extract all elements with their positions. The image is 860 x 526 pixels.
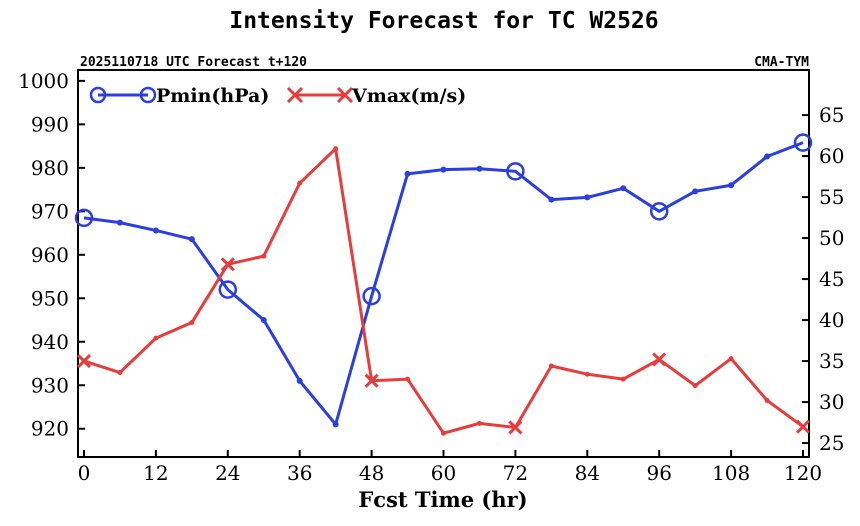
plot-frame: [77, 69, 810, 458]
x-tick-label: 0: [78, 461, 91, 485]
pmin-point-marker: [506, 162, 525, 181]
x-tick-label: 24: [215, 461, 240, 485]
right-y-tick-label: 40: [819, 308, 844, 332]
pmin-point: [692, 188, 699, 195]
vmax-point: [620, 376, 626, 382]
pmin-point: [440, 166, 447, 173]
legend: Pmin(hPa) Vmax(m/s): [89, 85, 466, 107]
left-y-tick-label: 980: [31, 156, 69, 180]
left-y-axis: 920 930 940 950 960 970 980 990 1000: [18, 69, 85, 441]
right-y-tick-label: 50: [819, 226, 844, 250]
vmax-point-marker: [508, 420, 523, 435]
pmin-point: [584, 194, 591, 201]
right-y-axis: 25 30 35 40 45 50 55 60 65: [802, 103, 844, 455]
left-y-tick-label: 960: [31, 243, 69, 267]
left-y-tick-label: 970: [31, 199, 69, 223]
legend-pmin-marker: [89, 86, 107, 104]
x-tick-label: 108: [712, 461, 750, 485]
vmax-point: [405, 376, 411, 382]
legend-vmax-marker: [336, 86, 354, 104]
pmin-point: [728, 182, 735, 189]
pmin-point-marker: [793, 133, 813, 152]
x-tick-label: 72: [503, 461, 528, 485]
pmin-point: [764, 153, 771, 160]
pmin-point-marker: [218, 280, 238, 299]
left-y-tick-label: 950: [31, 286, 69, 310]
pmin-point: [476, 165, 483, 172]
legend-item-vmax: Vmax(m/s): [286, 85, 466, 107]
legend-vmax-label: Vmax(m/s): [351, 85, 466, 107]
x-tick-label: 60: [431, 461, 456, 485]
vmax-point: [153, 335, 159, 341]
pmin-point: [620, 185, 627, 192]
right-y-tick-label: 25: [819, 431, 844, 455]
pmin-point: [260, 317, 267, 324]
left-y-tick-label: 930: [31, 373, 69, 397]
pmin-point: [332, 421, 339, 428]
vmax-point: [333, 146, 339, 152]
x-axis-label: Fcst Time (hr): [358, 487, 527, 512]
x-tick-label: 12: [143, 461, 168, 485]
vmax-point: [764, 397, 770, 403]
vmax-point: [117, 370, 123, 376]
model-name-label: CMA-TYM: [754, 55, 809, 70]
vmax-point: [728, 356, 734, 362]
vmax-point-marker: [795, 419, 811, 434]
left-y-tick-label: 940: [31, 330, 69, 354]
right-y-tick-label: 65: [819, 103, 844, 127]
left-y-tick-label: 920: [31, 417, 69, 441]
series-lines: [74, 133, 813, 436]
right-y-tick-label: 55: [819, 185, 844, 209]
vmax-point: [189, 320, 195, 326]
pmin-point-marker: [649, 202, 669, 221]
vmax-point: [476, 420, 482, 426]
legend-vmax-marker: [286, 86, 304, 104]
vmax-point-marker: [364, 373, 379, 388]
right-y-tick-label: 60: [819, 144, 844, 168]
vmax-point: [692, 383, 698, 389]
vmax-point: [261, 253, 267, 259]
pmin-point: [296, 377, 303, 384]
right-y-tick-label: 30: [819, 390, 844, 414]
vmax-point: [584, 371, 590, 377]
pmin-point-marker: [74, 208, 94, 228]
pmin-point: [404, 170, 411, 177]
vmax-point: [297, 180, 303, 186]
vmax-point-marker: [76, 354, 92, 369]
right-y-tick-label: 45: [819, 267, 844, 291]
legend-item-pmin: Pmin(hPa): [89, 85, 269, 107]
pmin-point: [548, 196, 555, 203]
vmax-point-marker: [652, 352, 667, 367]
chart-title: Intensity Forecast for TC W2526: [229, 8, 658, 34]
x-tick-label: 36: [287, 461, 312, 485]
x-tick-label: 96: [646, 461, 671, 485]
pmin-point-marker: [362, 286, 381, 306]
pmin-point: [116, 219, 123, 226]
left-y-tick-label: 990: [31, 112, 69, 136]
vmax-point: [441, 430, 446, 436]
vmax-point-marker: [220, 257, 235, 272]
vmax-point: [548, 363, 554, 369]
series-pmin-line: [83, 141, 804, 426]
x-tick-label: 120: [784, 461, 822, 485]
legend-pmin-label: Pmin(hPa): [156, 85, 269, 107]
pmin-point: [188, 236, 195, 243]
left-y-tick-label: 1000: [18, 69, 69, 93]
pmin-point: [152, 227, 159, 234]
legend-pmin-marker: [139, 86, 157, 104]
x-tick-label: 48: [359, 461, 384, 485]
right-y-tick-label: 35: [819, 349, 844, 373]
x-tick-label: 84: [575, 461, 600, 485]
forecast-time-label: 2025110718 UTC Forecast t+120: [80, 55, 307, 70]
x-axis: 0 12 24 36 48 60 72 84 96 108 120: [78, 450, 822, 485]
